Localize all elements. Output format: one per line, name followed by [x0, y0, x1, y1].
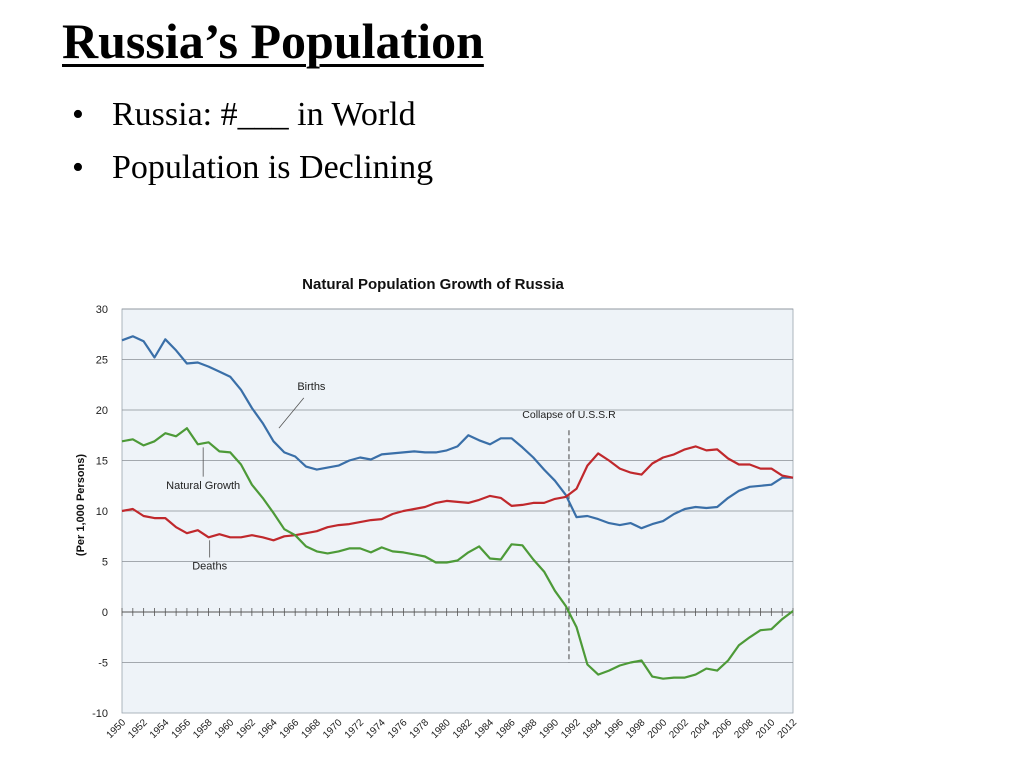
x-tick-label: 1960 [213, 717, 237, 741]
y-tick-label: 20 [96, 405, 108, 417]
x-tick-label: 1984 [473, 717, 497, 741]
bullet-text: Population is Declining [112, 149, 434, 187]
slide-title: Russia’s Population [62, 13, 484, 69]
annotation-natural-growth: Natural Growth [166, 480, 240, 492]
x-tick-label: 2010 [754, 717, 778, 741]
y-axis-label: (Per 1,000 Persons) [75, 454, 87, 556]
x-tick-label: 2006 [711, 717, 735, 741]
x-tick-label: 1974 [364, 717, 388, 741]
x-tick-label: 1992 [559, 717, 583, 741]
population-growth-chart: Natural Population Growth of Russia (Per… [75, 276, 800, 741]
y-tick-label: 10 [96, 506, 108, 518]
x-tick-label: 1996 [602, 717, 626, 741]
x-tick-label: 1950 [105, 717, 129, 741]
x-tick-label: 1980 [429, 717, 453, 741]
series-line-births [121, 335, 793, 530]
x-tick-label: 1994 [581, 717, 605, 741]
y-tick-label: 30 [96, 304, 108, 316]
x-tick-label: 1966 [278, 717, 302, 741]
bullet-list: • Russia: #___ in World • Population is … [72, 96, 433, 203]
annotation-leader [278, 397, 305, 429]
series-line-natural-growth [121, 427, 794, 680]
bullet-dot: • [72, 149, 84, 187]
y-tick-label: 0 [102, 607, 108, 619]
x-tick-label: 1986 [494, 717, 518, 741]
x-tick-label: 2004 [689, 717, 713, 741]
x-tick-label: 2012 [776, 717, 800, 741]
bullet-dot: • [72, 96, 84, 133]
annotation-collapse: Collapse of U.S.S.R [522, 409, 616, 421]
x-tick-label: 1978 [408, 717, 432, 741]
x-tick-label: 1976 [386, 717, 410, 741]
annotation-deaths: Deaths [192, 561, 227, 573]
x-tick-label: 1952 [126, 717, 150, 741]
y-tick-label: 15 [96, 456, 108, 468]
y-tick-label: -10 [92, 708, 108, 720]
x-tick-label: 2002 [667, 717, 691, 741]
x-tick-label: 1988 [516, 717, 540, 741]
x-tick-label: 1998 [624, 717, 648, 741]
x-tick-label: 1970 [321, 717, 345, 741]
y-tick-label: -5 [98, 658, 108, 670]
x-tick-label: 1990 [538, 717, 562, 741]
x-tick-label: 1962 [234, 717, 258, 741]
series-line-deaths [121, 445, 794, 542]
annotation-births: Births [297, 381, 326, 393]
bullet-text: Russia: #___ in World [112, 96, 416, 133]
x-tick-label: 2008 [732, 717, 756, 741]
chart-title: Natural Population Growth of Russia [302, 276, 564, 293]
y-tick-label: 25 [96, 355, 108, 367]
x-tick-label: 1958 [191, 717, 215, 741]
x-tick-label: 1956 [170, 717, 194, 741]
bullet-item: • Russia: #___ in World [72, 96, 433, 133]
x-tick-label: 1954 [148, 717, 172, 741]
x-tick-label: 2000 [646, 717, 670, 741]
bullet-item: • Population is Declining [72, 149, 433, 186]
x-tick-label: 1968 [299, 717, 323, 741]
x-tick-label: 1982 [451, 717, 475, 741]
x-tick-label: 1972 [343, 717, 367, 741]
x-tick-label: 1964 [256, 717, 280, 741]
y-tick-label: 5 [102, 557, 108, 569]
